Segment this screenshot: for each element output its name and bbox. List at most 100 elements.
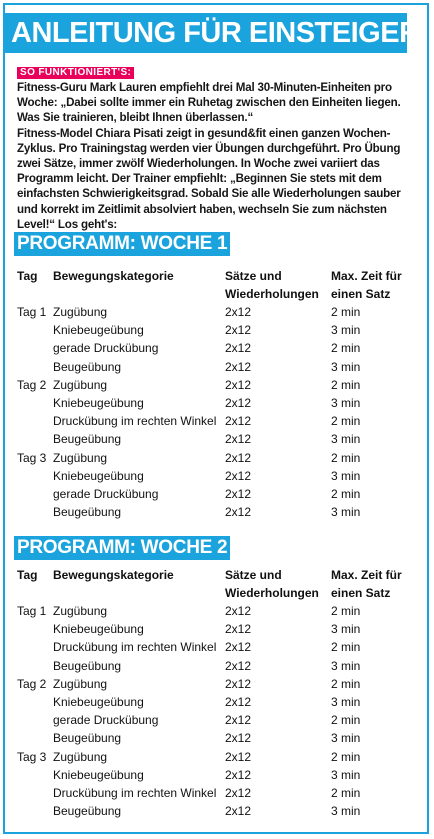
row-exercise: Kniebeugeübung <box>53 323 144 338</box>
row-time: 2 min <box>331 604 361 618</box>
row-day: Tag 3 <box>17 450 47 465</box>
row-day: Tag 2 <box>17 676 47 691</box>
row-sets: 2x12 <box>225 305 252 319</box>
row-time: 2 min <box>331 414 361 429</box>
week1-title: PROGRAMM: WOCHE 1 <box>14 232 231 256</box>
table-body: Tag 1 Zugübung 2x12 2 min Kniebeugeübung 2x12… <box>17 602 419 820</box>
week2-table: Tag Bewegungskategorie Sätze und Wiederho… <box>17 566 419 820</box>
row-sets: 2x12 <box>225 414 252 429</box>
row-exercise: gerade Druckübung <box>53 713 159 728</box>
header-category: Bewegungskategorie <box>53 269 174 283</box>
row-time: 2 min <box>331 486 361 501</box>
row-time: 3 min <box>331 505 361 520</box>
row-sets: 2x12 <box>225 731 252 746</box>
table-row: Kniebeugeübung 2x12 3 min <box>17 394 419 412</box>
row-time: 2 min <box>331 305 361 319</box>
row-exercise: Beugeübung <box>53 359 122 374</box>
row-exercise: Zugübung <box>53 377 108 392</box>
header-time: Max. Zeit für einen Satz <box>331 269 402 301</box>
table-row: Tag 2 Zugübung 2x12 2 min <box>17 376 419 394</box>
header-day: Tag <box>17 568 38 582</box>
row-exercise: Druckübung im rechten Winkel <box>53 414 217 429</box>
week1-table: Tag Bewegungskategorie Sätze und Wiederho… <box>17 267 419 521</box>
table-row: Beugeübung 2x12 3 min <box>17 503 419 521</box>
row-sets: 2x12 <box>225 694 252 709</box>
table-row: Tag 1 Zugübung 2x12 2 min <box>17 602 419 620</box>
intro-text: Fitness-Guru Mark Lauren empfiehlt drei … <box>17 80 419 232</box>
row-exercise: Beugeübung <box>53 505 122 520</box>
table-body: Tag 1 Zugübung 2x12 2 min Kniebeugeübung 2x12… <box>17 303 419 521</box>
table-row: Kniebeugeübung 2x12 3 min <box>17 693 419 711</box>
table-row: Kniebeugeübung 2x12 3 min <box>17 766 419 784</box>
row-sets: 2x12 <box>225 505 252 520</box>
header-category: Bewegungskategorie <box>53 568 174 582</box>
week2-title: PROGRAMM: WOCHE 2 <box>14 536 231 560</box>
article-frame <box>3 3 429 834</box>
row-exercise: Kniebeugeübung <box>53 622 144 637</box>
headline: ANLEITUNG FÜR EINSTEIGER <box>5 13 407 53</box>
row-exercise: Zugübung <box>53 450 108 465</box>
row-sets: 2x12 <box>225 468 252 483</box>
intro-paragraph: Fitness-Guru Mark Lauren empfiehlt drei … <box>17 81 401 125</box>
header-day: Tag <box>17 269 38 283</box>
row-time: 2 min <box>331 676 361 691</box>
intro-paragraph: Fitness-Model Chiara Pisati zeigt in ges… <box>17 126 401 231</box>
row-exercise: Zugübung <box>53 604 108 618</box>
row-sets: 2x12 <box>225 640 252 655</box>
row-time: 2 min <box>331 640 361 655</box>
row-exercise: gerade Druckübung <box>53 341 159 356</box>
table-row: gerade Druckübung 2x12 2 min <box>17 485 419 503</box>
table-row: Beugeübung 2x12 3 min <box>17 430 419 448</box>
row-sets: 2x12 <box>225 450 252 465</box>
row-time: 3 min <box>331 359 361 374</box>
section-tag: SO FUNKTIONIERT'S: <box>17 67 135 79</box>
row-sets: 2x12 <box>225 767 252 782</box>
row-sets: 2x12 <box>225 713 252 728</box>
table-row: Beugeübung 2x12 3 min <box>17 358 419 376</box>
table-row: Beugeübung 2x12 3 min <box>17 729 419 747</box>
table-row: Kniebeugeübung 2x12 3 min <box>17 467 419 485</box>
row-time: 3 min <box>331 432 361 447</box>
table-row: Kniebeugeübung 2x12 3 min <box>17 321 419 339</box>
table-row: Tag 3 Zugübung 2x12 2 min <box>17 748 419 766</box>
row-exercise: Kniebeugeübung <box>53 694 144 709</box>
row-time: 2 min <box>331 713 361 728</box>
row-exercise: Druckübung im rechten Winkel <box>53 785 217 800</box>
row-exercise: Kniebeugeübung <box>53 767 144 782</box>
table-row: Beugeübung 2x12 3 min <box>17 657 419 675</box>
row-exercise: Zugübung <box>53 676 108 691</box>
table-header: Tag Bewegungskategorie Sätze und Wiederho… <box>17 566 419 602</box>
table-row: Kniebeugeübung 2x12 3 min <box>17 620 419 638</box>
row-time: 3 min <box>331 767 361 782</box>
header-sets: Sätze und Wiederholungen <box>225 568 319 600</box>
row-day: Tag 1 <box>17 305 47 319</box>
row-time: 2 min <box>331 341 361 356</box>
row-time: 3 min <box>331 395 361 410</box>
table-row: Druckübung im rechten Winkel 2x12 2 min <box>17 412 419 430</box>
row-day: Tag 1 <box>17 604 47 618</box>
row-sets: 2x12 <box>225 604 252 618</box>
row-time: 3 min <box>331 468 361 483</box>
row-day: Tag 3 <box>17 749 47 764</box>
row-sets: 2x12 <box>225 323 252 338</box>
row-sets: 2x12 <box>225 377 252 392</box>
row-time: 2 min <box>331 377 361 392</box>
row-exercise: Beugeübung <box>53 432 122 447</box>
row-exercise: Beugeübung <box>53 731 122 746</box>
row-time: 3 min <box>331 323 361 338</box>
row-sets: 2x12 <box>225 395 252 410</box>
row-sets: 2x12 <box>225 804 252 819</box>
table-row: Druckübung im rechten Winkel 2x12 2 min <box>17 638 419 656</box>
row-sets: 2x12 <box>225 749 252 764</box>
table-row: Tag 3 Zugübung 2x12 2 min <box>17 449 419 467</box>
table-row: Beugeübung 2x12 3 min <box>17 802 419 820</box>
row-sets: 2x12 <box>225 432 252 447</box>
row-exercise: Zugübung <box>53 749 108 764</box>
row-time: 3 min <box>331 694 361 709</box>
table-row: Tag 2 Zugübung 2x12 2 min <box>17 675 419 693</box>
row-exercise: Beugeübung <box>53 804 122 819</box>
row-sets: 2x12 <box>225 658 252 673</box>
table-row: gerade Druckübung 2x12 2 min <box>17 711 419 729</box>
row-day: Tag 2 <box>17 377 47 392</box>
row-exercise: Kniebeugeübung <box>53 395 144 410</box>
